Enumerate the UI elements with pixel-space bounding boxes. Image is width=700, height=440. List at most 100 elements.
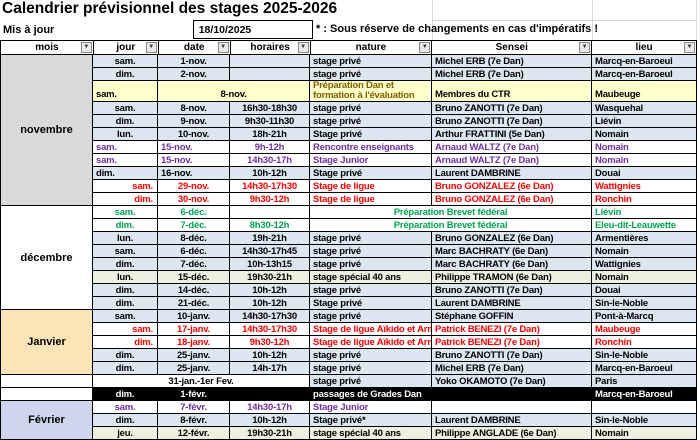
cell-nature[interactable]: Stage de ligue Aïkido et Armes [310, 323, 432, 336]
cell-jour[interactable]: sam. [93, 141, 158, 154]
cell-horaires[interactable]: 19h30-21h [230, 271, 310, 284]
cell-jour[interactable]: lun. [93, 232, 158, 245]
cell-date[interactable]: 1-nov. [158, 55, 230, 68]
cell-horaires[interactable]: 16h30-18h30 [230, 102, 310, 115]
cell-date[interactable]: 7-déc. [158, 258, 230, 271]
filter-dropdown-icon[interactable]: ▼ [145, 42, 157, 53]
cell-horaires[interactable]: 10h-12h [230, 284, 310, 297]
cell-lieu[interactable]: Marcq-en-Baroeul [592, 68, 697, 81]
cell-nature[interactable]: stage privé [310, 68, 432, 81]
cell-jour[interactable]: sam. [93, 245, 158, 258]
cell-horaires[interactable]: 10h-12h [230, 414, 310, 427]
cell-nature-sensei[interactable]: Préparation Brevet fédéral [310, 219, 592, 232]
cell-date[interactable]: 9-nov. [158, 115, 230, 128]
cell-lieu[interactable]: Sin-le-Noble [592, 414, 697, 427]
cell-jour[interactable]: lun. [93, 271, 158, 284]
cell-sensei[interactable]: Membres du CTR [432, 81, 592, 102]
cell-sensei[interactable]: Yoko OKAMOTO (7e Dan) [432, 375, 592, 388]
cell-sensei[interactable]: Michel ERB (7e Dan) [432, 68, 592, 81]
cell-nature[interactable]: stage privé [310, 115, 432, 128]
cell-horaires[interactable] [230, 388, 310, 401]
month-cell-empty[interactable] [0, 375, 93, 388]
cell-date-horaires[interactable]: 8-nov. [158, 81, 310, 102]
cell-nature[interactable]: stage privé [310, 232, 432, 245]
cell-jour[interactable]: sam. [93, 180, 158, 193]
cell-date[interactable]: 17-janv. [158, 323, 230, 336]
cell-jour[interactable]: dim. [93, 219, 158, 232]
cell-date[interactable]: 15-déc. [158, 271, 230, 284]
cell-jour[interactable]: sam. [93, 310, 158, 323]
cell-horaires[interactable]: 14h30-17h30 [230, 310, 310, 323]
cell-nature[interactable]: stage privé [310, 284, 432, 297]
cell-sensei[interactable]: Laurent DAMBRINE [432, 167, 592, 180]
cell-sensei[interactable]: Bruno ZANOTTI (7e Dan) [432, 284, 592, 297]
cell-lieu[interactable]: Pont-à-Marcq [592, 310, 697, 323]
cell-jour[interactable]: sam. [93, 206, 158, 219]
cell-jour[interactable]: dim. [93, 115, 158, 128]
cell-nature[interactable]: Rencontre enseignants [310, 141, 432, 154]
cell-lieu[interactable]: Armentières [592, 232, 697, 245]
cell-horaires[interactable]: 14h30-17h [230, 401, 310, 414]
cell-date[interactable]: 8-nov. [158, 102, 230, 115]
cell-date[interactable]: 6-déc. [158, 245, 230, 258]
cell-horaires[interactable] [230, 68, 310, 81]
cell-horaires[interactable]: 10h-13h15 [230, 258, 310, 271]
cell-horaires[interactable]: 14h30-17h45 [230, 245, 310, 258]
cell-nature-sensei[interactable]: Préparation Brevet fédéral [310, 206, 592, 219]
cell-lieu[interactable]: Eleu-dit-Leauwette [592, 219, 697, 232]
cell-lieu[interactable]: Nomain [592, 271, 697, 284]
cell-horaires[interactable]: 14h30-17h30 [230, 323, 310, 336]
cell-jour[interactable]: dim. [93, 414, 158, 427]
cell-date[interactable]: 29-nov. [158, 180, 230, 193]
cell-lieu[interactable]: Douai [592, 284, 697, 297]
cell-nature[interactable]: Stage privé [310, 167, 432, 180]
cell-date[interactable]: 14-déc. [158, 284, 230, 297]
cell-lieu[interactable]: Ronchin [592, 193, 697, 206]
empty-cell[interactable] [256, 20, 313, 39]
cell-sensei[interactable]: Michel ERB (7e Dan) [432, 55, 592, 68]
cell-jour[interactable]: dim. [93, 258, 158, 271]
cell-lieu[interactable]: Marcq-en-Baroeul [592, 388, 697, 401]
cell-lieu[interactable]: Liévin [592, 206, 697, 219]
cell-lieu[interactable]: Sin-le-Noble [592, 297, 697, 310]
cell-nature[interactable]: Stage privé [310, 297, 432, 310]
cell-nature[interactable]: Stage de ligue [310, 193, 432, 206]
cell-nature[interactable]: stage privé [310, 310, 432, 323]
cell-date[interactable]: 21-déc. [158, 297, 230, 310]
cell-jour[interactable]: dim. [93, 336, 158, 349]
cell-nature[interactable]: Stage privé* [310, 414, 432, 427]
cell-date[interactable]: 2-nov. [158, 68, 230, 81]
cell-sensei[interactable]: Stéphane GOFFIN [432, 310, 592, 323]
updated-date-cell[interactable]: 18/10/2025 [193, 20, 257, 39]
cell-jour[interactable]: dim. [93, 297, 158, 310]
cell-date[interactable]: 16-nov. [158, 167, 230, 180]
cell-date[interactable]: 25-janv. [158, 362, 230, 375]
cell-jour[interactable]: sam. [93, 401, 158, 414]
month-cell-Février[interactable]: Février [0, 401, 93, 440]
cell-horaires[interactable]: 10h-12h [230, 297, 310, 310]
cell-nature[interactable]: stage privé [310, 375, 432, 388]
cell-date[interactable]: 10-nov. [158, 128, 230, 141]
cell-lieu[interactable]: Douai [592, 167, 697, 180]
cell-sensei[interactable]: Bruno GONZALEZ (6e Dan) [432, 232, 592, 245]
cell-lieu[interactable]: Wattignies [592, 180, 697, 193]
column-header-jour[interactable]: jour ▼ [93, 41, 159, 55]
cell-sensei[interactable]: Michel ERB (7e Dan) [432, 362, 592, 375]
cell-jour[interactable]: jeu. [93, 427, 158, 440]
cell-sensei[interactable]: Laurent DAMBRINE [432, 297, 592, 310]
cell-jour[interactable]: dim. [93, 349, 158, 362]
cell-jour[interactable]: sam. [93, 55, 158, 68]
cell-jour[interactable]: dim. [93, 167, 158, 180]
cell-date[interactable]: 8-févr. [158, 414, 230, 427]
cell-date[interactable]: 30-nov. [158, 193, 230, 206]
cell-nature[interactable]: stage spécial 40 ans [310, 271, 432, 284]
cell-lieu[interactable]: Wasquehal [592, 102, 697, 115]
cell-jour[interactable]: dim. [93, 68, 158, 81]
cell-sensei[interactable]: Arnaud WALTZ (7e Dan) [432, 141, 592, 154]
month-cell-empty[interactable] [0, 388, 93, 401]
cell-date[interactable]: 15-nov. [158, 154, 230, 167]
cell-jour-date-horaires[interactable]: 31-jan.-1er Fev. [93, 375, 310, 388]
cell-jour[interactable]: dim. [93, 388, 158, 401]
cell-sensei[interactable] [432, 401, 592, 414]
cell-nature[interactable]: Stage privé [310, 128, 432, 141]
